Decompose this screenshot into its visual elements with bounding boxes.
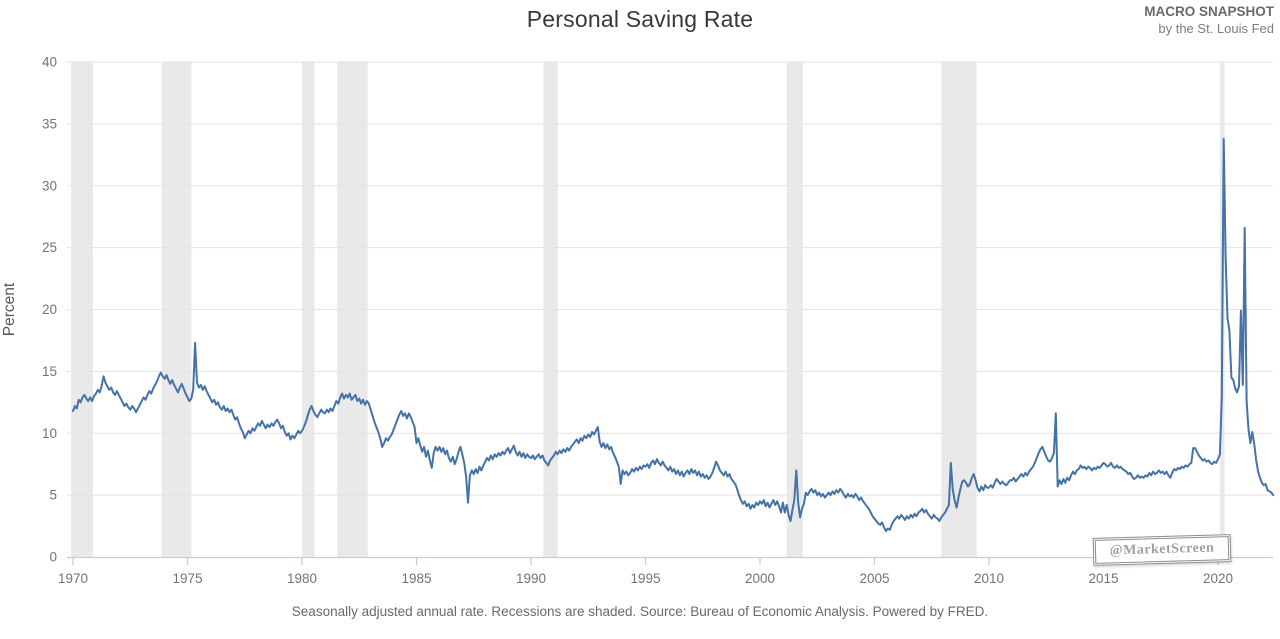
brand-name: MACRO SNAPSHOT	[1144, 4, 1274, 19]
x-tick-label: 1995	[630, 571, 660, 586]
x-tick-label: 1975	[172, 571, 202, 586]
y-tick-label: 0	[49, 550, 57, 565]
y-tick-label: 10	[42, 426, 57, 441]
x-tick-label: 2015	[1088, 571, 1118, 586]
watermark-stamp: @MarketScreen	[1092, 534, 1232, 566]
data-line	[72, 137, 1275, 532]
y-tick-label: 20	[42, 302, 57, 317]
y-axis-title: Percent	[1, 282, 18, 336]
x-tick-label: 2020	[1203, 571, 1233, 586]
x-tick-label: 1970	[58, 571, 88, 586]
y-tick-label: 40	[42, 55, 57, 70]
x-tick-label: 2005	[859, 571, 889, 586]
page-title: Personal Saving Rate	[526, 6, 754, 32]
footnote-text: Seasonally adjusted annual rate. Recessi…	[291, 604, 989, 619]
x-tick-label: 2000	[745, 571, 775, 586]
brand-block: MACRO SNAPSHOT by the St. Louis Fed	[1144, 4, 1274, 37]
saving-rate-plot: 0 5 10 15 20 25 30 35 40 1970 1975 1980 1985 1990 1995…	[1, 55, 1275, 586]
x-tick-label: 1980	[287, 571, 317, 586]
y-tick-label: 5	[49, 488, 57, 503]
y-tick-label: 35	[42, 116, 57, 131]
x-tick-label: 2010	[974, 571, 1004, 586]
y-tick-label: 25	[42, 240, 57, 255]
watermark-text: @MarketScreen	[1109, 540, 1215, 559]
y-tick-label: 15	[42, 364, 57, 379]
x-tick-label: 1985	[401, 571, 431, 586]
x-tick-label: 1990	[516, 571, 546, 586]
y-tick-label: 30	[42, 178, 57, 193]
brand-tagline: by the St. Louis Fed	[1158, 20, 1274, 36]
